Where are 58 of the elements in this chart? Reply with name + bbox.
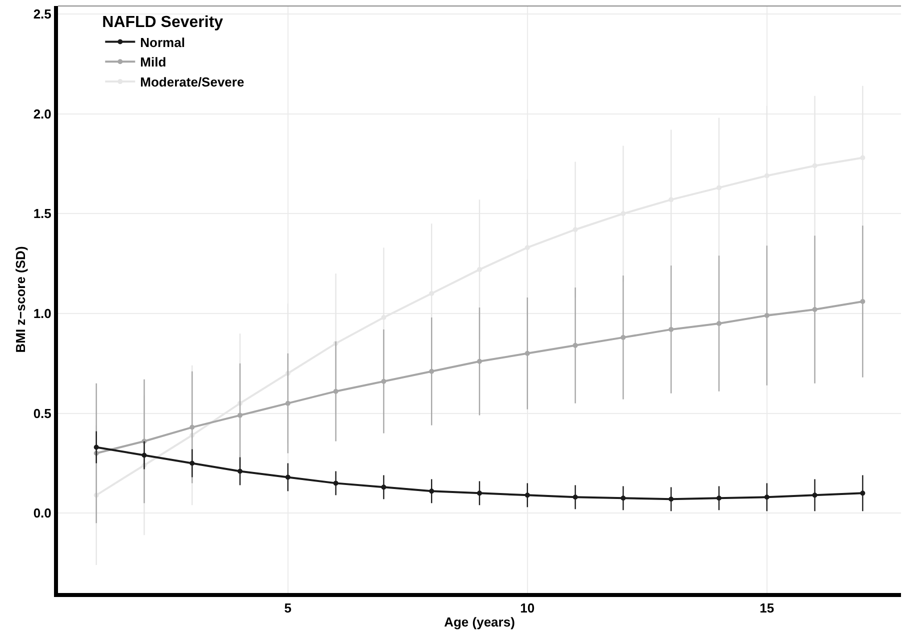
point (190, 460, 195, 466)
y-tick-label: 1.5 (33, 206, 52, 222)
legend-title: NAFLD Severity (102, 14, 224, 31)
y-axis-title: BMI z−score (SD) (12, 246, 28, 353)
x-tick-label: 15 (760, 600, 774, 616)
point (764, 173, 770, 178)
point (716, 185, 722, 190)
point (190, 424, 195, 430)
legend-label: Mild (140, 54, 166, 70)
point (94, 444, 99, 450)
legend-label: Moderate/Severe (140, 74, 244, 90)
point (764, 494, 770, 500)
point (572, 227, 578, 232)
point (620, 211, 626, 216)
point (238, 412, 243, 418)
y-tick-label: 2.0 (33, 106, 52, 122)
point (381, 378, 386, 384)
y-tick-label: 0.5 (33, 406, 52, 421)
point (668, 496, 674, 502)
y-tick-label: 0.0 (33, 506, 52, 521)
point (524, 350, 530, 356)
point (333, 480, 338, 486)
point (620, 496, 626, 501)
y-tick-label: 1.0 (33, 306, 52, 322)
point (620, 334, 626, 340)
point (812, 163, 818, 168)
legend-label: Normal (140, 34, 185, 50)
point (381, 314, 386, 320)
point (429, 291, 434, 296)
point (142, 452, 147, 458)
point (716, 496, 722, 501)
point (572, 494, 578, 500)
point (477, 267, 482, 272)
point (429, 368, 434, 374)
point (668, 326, 674, 332)
point (429, 488, 434, 494)
point (572, 342, 578, 348)
point (764, 312, 770, 318)
point (477, 490, 482, 496)
point (812, 492, 818, 498)
point (716, 320, 722, 326)
point (524, 245, 530, 250)
point (285, 474, 290, 480)
x-axis-title: Age (years) (444, 614, 515, 630)
point (860, 155, 866, 160)
point (860, 299, 866, 304)
point (668, 197, 674, 202)
point (333, 388, 338, 394)
x-tick-label: 10 (520, 600, 535, 616)
point (381, 484, 386, 490)
point (860, 490, 866, 496)
x-tick-label: 5 (284, 600, 292, 616)
point (477, 358, 482, 364)
point (285, 400, 290, 406)
point (524, 492, 530, 498)
point (812, 306, 818, 312)
point (238, 468, 243, 474)
y-tick-label: 2.5 (33, 6, 52, 22)
